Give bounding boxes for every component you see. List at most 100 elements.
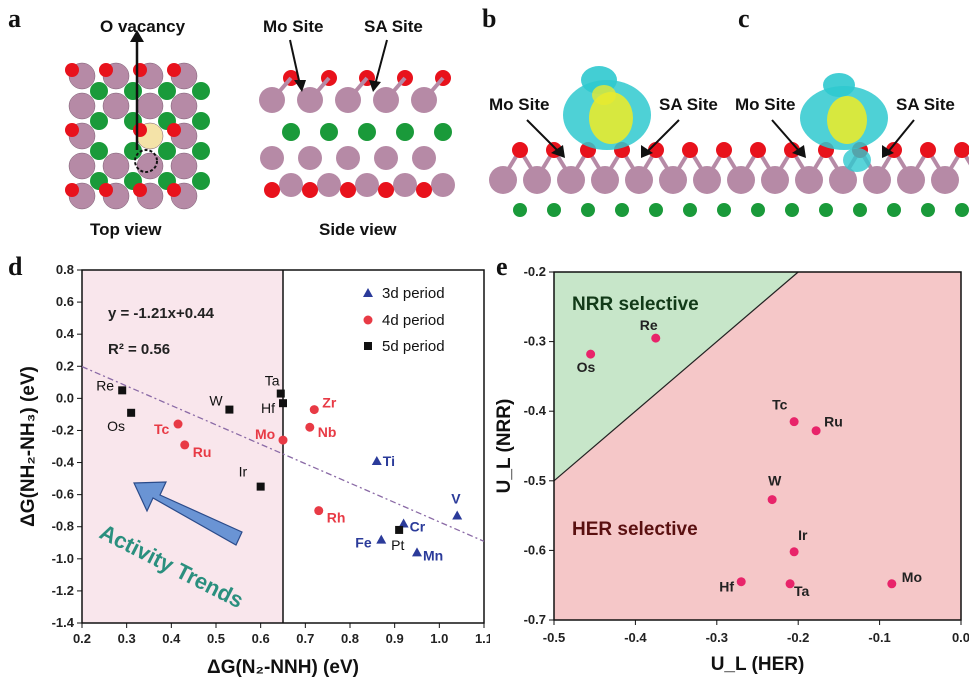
point-label: Mn [423, 547, 443, 563]
mo-atom [489, 166, 517, 194]
c-mo-site-label: Mo Site [735, 95, 795, 114]
bond [270, 76, 293, 102]
mo-atom [557, 166, 585, 194]
data-point [314, 506, 324, 516]
sulfur-atom [615, 203, 629, 217]
sulfur-atom [955, 203, 969, 217]
point-label: Hf [261, 400, 275, 416]
sulfur-atom [547, 203, 561, 217]
oxygen-atom [167, 183, 181, 197]
mo-atom [431, 173, 455, 197]
sulfur-atom [192, 82, 210, 100]
mo-atom [659, 166, 687, 194]
y-tick-label: -0.3 [524, 334, 546, 349]
chart-e: -0.5 -0.4 -0.3 -0.2 -0.1 0.0 -0.2 -0.3 -0.4 -0.5 -… [494, 264, 969, 675]
sulfur-atom [513, 203, 527, 217]
data-point [736, 577, 746, 587]
panel-letter-a: a [8, 4, 21, 33]
y-tick-label: -0.7 [524, 612, 546, 627]
y-axis-title: ΔG(NH₂-NH₃) (eV) [18, 366, 39, 527]
a-mo-arrow [289, 39, 301, 86]
mo-atom [795, 166, 823, 194]
c-mo-arrow [771, 119, 801, 153]
y-tick-label: -0.6 [524, 542, 546, 557]
oxygen-atom [716, 142, 732, 158]
data-point [309, 405, 319, 415]
y-tick-label: 0.8 [56, 262, 74, 277]
her-region-label: HER selective [572, 519, 698, 540]
fit-r2: R² = 0.56 [108, 341, 170, 358]
point-label: Ru [193, 444, 212, 460]
sulfur-atom [90, 142, 108, 160]
y-tick-label: -0.5 [524, 473, 546, 488]
data-point [651, 333, 661, 343]
x-tick-label: 0.7 [296, 631, 314, 646]
sulfur-atom [124, 142, 142, 160]
chart-d: 0.2 0.3 0.4 0.5 0.6 0.7 0.8 0.9 1.0 1.1 0.8 0.6 0.4 0… [18, 262, 490, 678]
side-view-label: Side view [319, 220, 397, 239]
y-tick-label: 0.4 [56, 326, 75, 341]
data-point [395, 525, 404, 534]
oxygen-atom [512, 142, 528, 158]
sulfur-atom [90, 82, 108, 100]
data-point [767, 495, 777, 505]
x-tick-label: -0.4 [624, 630, 647, 645]
point-label: Mo [902, 569, 922, 585]
oxygen-atom [340, 182, 356, 198]
y-axis-title: U_L (NRR) [494, 399, 515, 494]
sulfur-atom [192, 112, 210, 130]
data-point [887, 579, 897, 589]
oxygen-atom [167, 123, 181, 137]
fit-line [81, 365, 485, 542]
oxygen-atom [65, 123, 79, 137]
c-mo-arrowhead [792, 145, 806, 158]
point-label: Fe [355, 535, 372, 551]
oxygen-atom [133, 123, 147, 137]
a-mo-site-label: Mo Site [263, 17, 323, 36]
point-label: Ta [265, 373, 280, 389]
point-label: Tc [772, 397, 788, 413]
y-tick-label: -0.4 [52, 455, 75, 470]
mo-atom [591, 166, 619, 194]
x-tick-label: 0.4 [162, 631, 181, 646]
oxygen-atom [133, 63, 147, 77]
data-point [789, 417, 799, 427]
oxygen-atom [264, 182, 280, 198]
nrr-region-label: NRR selective [572, 294, 699, 315]
mo-atom [693, 166, 721, 194]
point-label: Mo [255, 426, 275, 442]
mo-atom [317, 173, 341, 197]
y-tick-label: -0.8 [52, 519, 74, 534]
y-tick-label: -0.2 [524, 264, 546, 279]
oxygen-atom [954, 142, 969, 158]
oxygen-atom [99, 183, 113, 197]
data-point [127, 408, 136, 417]
b-mo-arrowhead [551, 145, 565, 158]
data-point [276, 389, 285, 398]
b-mo-arrow [526, 119, 560, 153]
b-sa-arrow [646, 119, 680, 153]
mo-atom [136, 152, 164, 180]
selectivity-boundary [553, 271, 799, 482]
o-vacancy-arrowhead [130, 30, 144, 42]
data-point [785, 579, 795, 589]
point-label: W [209, 393, 223, 409]
point-label: Rh [327, 510, 346, 526]
point-label: W [768, 473, 782, 489]
oxygen-atom [65, 183, 79, 197]
point-label: Pt [391, 537, 404, 553]
y-tick-label: 0.6 [56, 294, 74, 309]
fit-equation: y = -1.21x+0.44 [108, 305, 215, 322]
charge-density-slab [489, 142, 969, 217]
sulfur-atom [358, 123, 376, 141]
point-label: Zr [322, 395, 337, 411]
mo-atom [727, 166, 755, 194]
legend-label: 4d period [382, 312, 445, 329]
mo-atom [374, 146, 398, 170]
sulfur-atom [192, 172, 210, 190]
b-sa-site-label: SA Site [659, 95, 718, 114]
top-view-label: Top view [90, 220, 162, 239]
data-point [278, 435, 288, 445]
legend-label: 3d period [382, 285, 445, 302]
y-tick-label: -1.4 [52, 615, 75, 630]
